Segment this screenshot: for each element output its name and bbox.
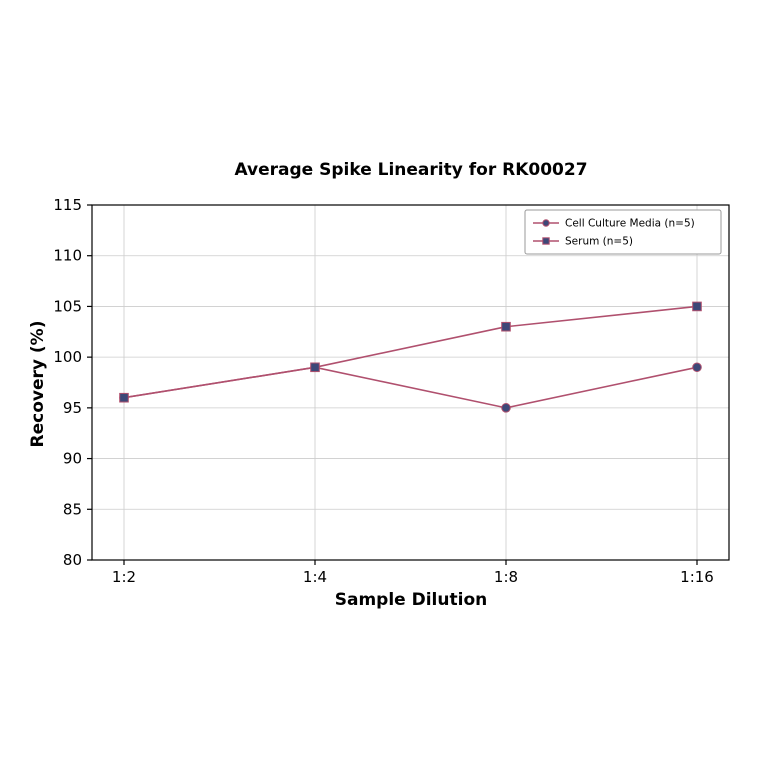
svg-text:105: 105 [53,297,82,315]
chart-title: Average Spike Linearity for RK00027 [234,160,588,180]
svg-text:1:8: 1:8 [494,568,518,586]
svg-text:1:4: 1:4 [303,568,327,586]
svg-text:1:16: 1:16 [680,568,714,586]
svg-text:Serum (n=5): Serum (n=5) [565,236,633,248]
svg-text:90: 90 [63,450,82,468]
svg-text:95: 95 [63,399,82,417]
x-axis-label: Sample Dilution [334,590,488,610]
svg-text:110: 110 [53,247,82,265]
svg-text:115: 115 [53,196,82,214]
svg-text:1:2: 1:2 [112,568,136,586]
svg-text:85: 85 [63,500,82,518]
svg-text:80: 80 [63,551,82,569]
svg-text:100: 100 [53,348,82,366]
svg-text:Cell Culture Media (n=5): Cell Culture Media (n=5) [565,218,695,230]
